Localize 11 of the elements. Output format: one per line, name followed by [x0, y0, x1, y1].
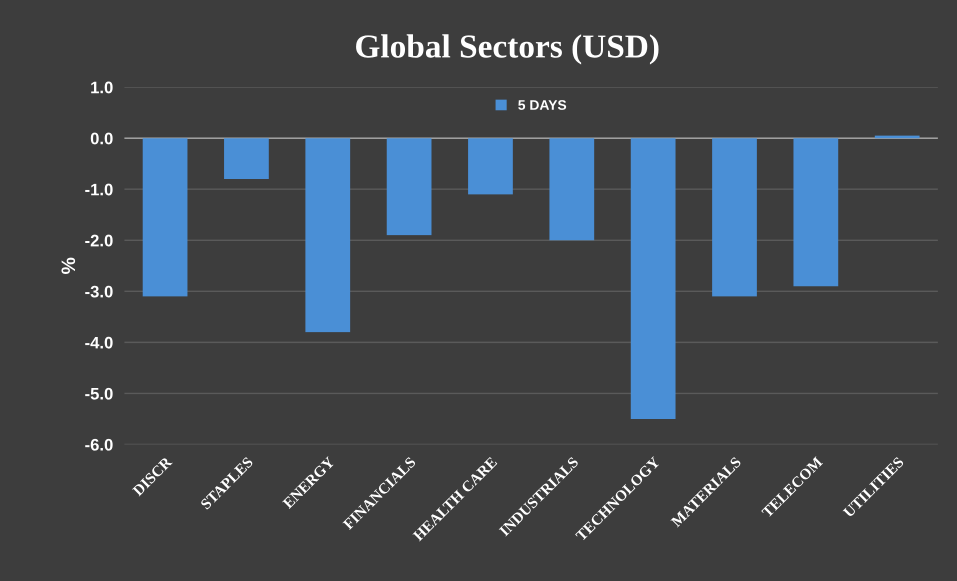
y-tick-label: -1.0: [85, 184, 113, 196]
y-tick-label: -3.0: [85, 286, 113, 298]
chart-title: Global Sectors (USD): [356, 34, 659, 64]
y-tick-label: -5.0: [85, 388, 113, 400]
y-tick-label: -6.0: [85, 438, 113, 451]
y-tick-label: 0.0: [90, 132, 113, 144]
y-tick-label: -2.0: [85, 234, 113, 246]
y-tick-label: 1.0: [91, 82, 113, 94]
legend-label: 5 DAYS: [518, 100, 566, 110]
y-axis-title: %: [61, 258, 76, 274]
y-tick-label: -4.0: [85, 336, 113, 349]
